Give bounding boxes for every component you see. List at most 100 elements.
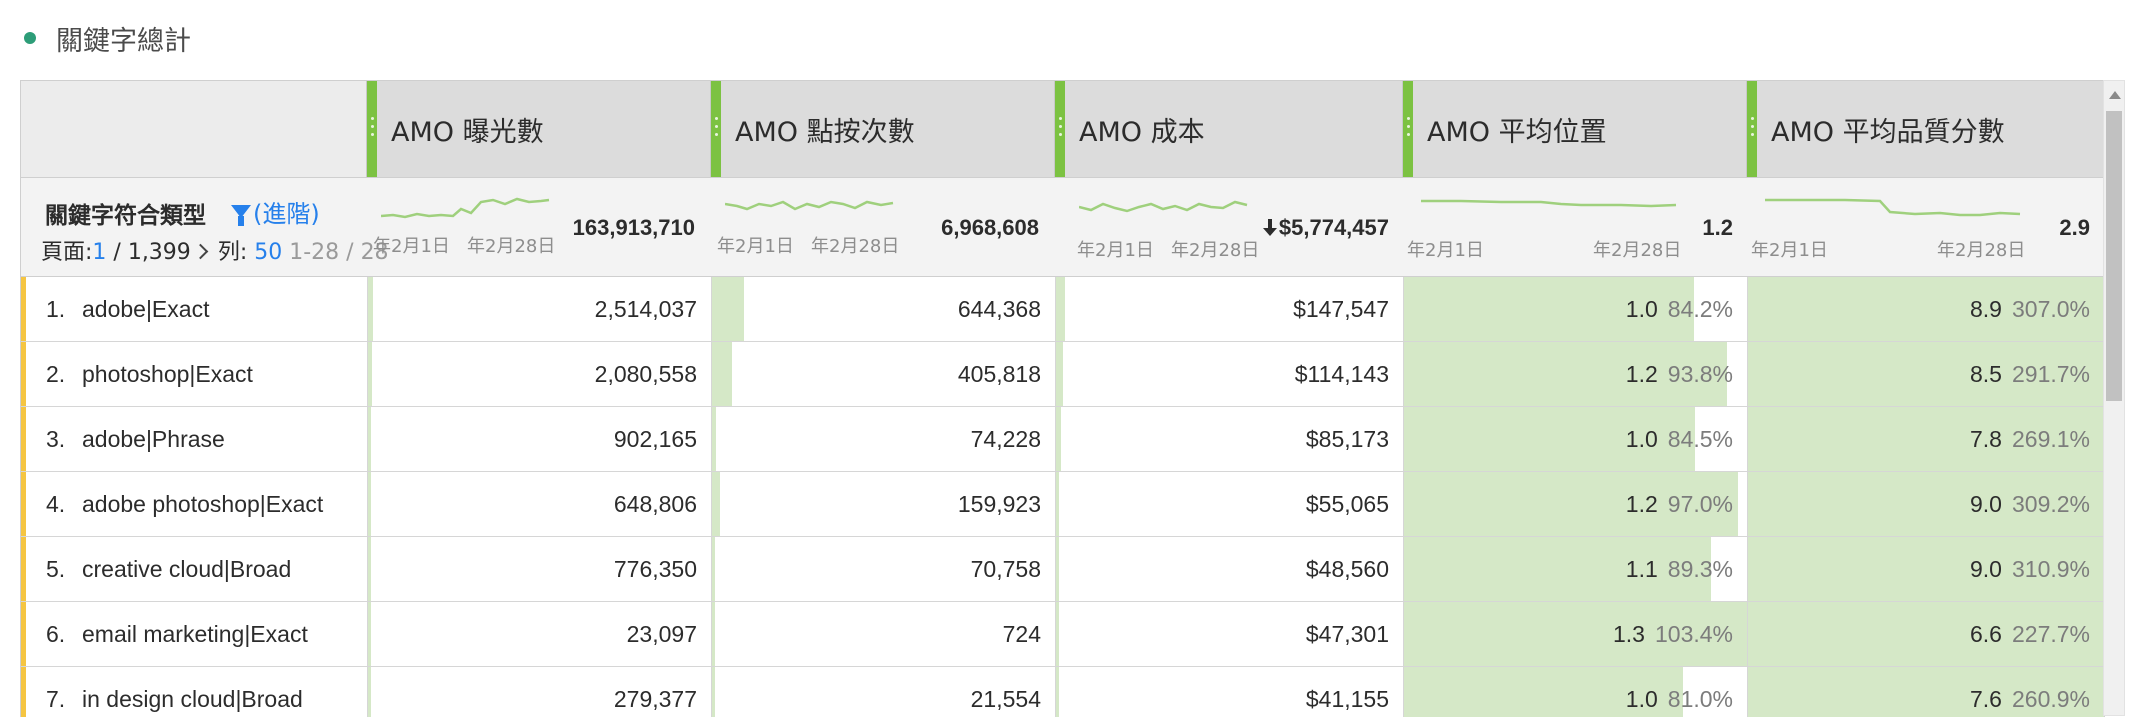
summary-cell-avg-quality: 年2月1日 年2月28日 2.9 xyxy=(1747,178,2104,278)
cell-avg-position[interactable]: 1.1 89.3% xyxy=(1403,537,1747,601)
cell-avg-position[interactable]: 1.2 97.0% xyxy=(1403,472,1747,536)
column-total: $5,774,457 xyxy=(1278,215,1389,240)
drag-handle-icon[interactable] xyxy=(1747,81,1757,177)
row-number: 1. xyxy=(46,295,66,322)
drag-handle-icon[interactable] xyxy=(711,81,721,177)
column-header-cost[interactable]: AMO 成本 xyxy=(1055,81,1403,177)
cell-impressions[interactable]: 776,350 xyxy=(367,537,711,601)
advanced-filter-link[interactable]: (進階) xyxy=(231,194,320,229)
cell-avg-quality[interactable]: 9.0 310.9% xyxy=(1747,537,2104,601)
drag-handle-icon[interactable] xyxy=(1403,81,1413,177)
column-header-avg-position[interactable]: AMO 平均位置 xyxy=(1403,81,1747,177)
cell-avg-quality[interactable]: 7.8 269.1% xyxy=(1747,407,2104,471)
value-bar xyxy=(1404,537,1711,601)
row-label[interactable]: 5. creative cloud|Broad xyxy=(46,537,291,601)
next-page-icon[interactable] xyxy=(192,243,209,260)
cell-value-wrap: 2,514,037 xyxy=(595,277,697,341)
value-bar xyxy=(1056,667,1059,717)
cell-value: $114,143 xyxy=(1294,360,1389,387)
cell-value: $48,560 xyxy=(1305,555,1389,582)
cell-value: 1.2 xyxy=(1625,360,1658,387)
table-row[interactable]: 2. photoshop|Exact 2,080,558 405,818 $114,14… xyxy=(21,342,2104,407)
column-header-avg-quality[interactable]: AMO 平均品質分數 xyxy=(1747,81,2104,177)
row-number: 3. xyxy=(46,425,66,452)
cell-value-wrap: 1.3 103.4% xyxy=(1613,602,1733,666)
cell-avg-quality[interactable]: 8.9 307.0% xyxy=(1747,277,2104,341)
cell-clicks[interactable]: 724 xyxy=(711,602,1055,666)
column-header-clicks[interactable]: AMO 點按次數 xyxy=(711,81,1055,177)
value-bar xyxy=(1748,472,2104,536)
cell-clicks[interactable]: 405,818 xyxy=(711,342,1055,406)
column-header-impressions[interactable]: AMO 曝光數 xyxy=(367,81,711,177)
drag-handle-icon[interactable] xyxy=(1055,81,1065,177)
cell-value: 8.9 xyxy=(1970,295,2002,322)
row-number: 6. xyxy=(46,620,66,647)
cell-impressions[interactable]: 23,097 xyxy=(367,602,711,666)
table-row[interactable]: 3. adobe|Phrase 902,165 74,228 $85,173 1.0 84.… xyxy=(21,407,2104,472)
row-label[interactable]: 7. in design cloud|Broad xyxy=(46,667,303,717)
cell-avg-quality[interactable]: 9.0 309.2% xyxy=(1747,472,2104,536)
cell-cost[interactable]: $85,173 xyxy=(1055,407,1403,471)
cell-value-wrap: 644,368 xyxy=(958,277,1041,341)
table-row[interactable]: 5. creative cloud|Broad 776,350 70,758 $48,5… xyxy=(21,537,2104,602)
cell-cost[interactable]: $47,301 xyxy=(1055,602,1403,666)
scrollbar-thumb[interactable] xyxy=(2106,111,2122,401)
row-label[interactable]: 6. email marketing|Exact xyxy=(46,602,308,666)
dimension-name[interactable]: 關鍵字符合類型 xyxy=(45,203,206,229)
cell-clicks[interactable]: 159,923 xyxy=(711,472,1055,536)
cell-cost[interactable]: $48,560 xyxy=(1055,537,1403,601)
cell-cost[interactable]: $55,065 xyxy=(1055,472,1403,536)
cell-clicks[interactable]: 644,368 xyxy=(711,277,1055,341)
cell-clicks[interactable]: 70,758 xyxy=(711,537,1055,601)
row-label[interactable]: 1. adobe|Exact xyxy=(46,277,209,341)
value-bar xyxy=(368,537,371,601)
freeform-table: AMO 曝光數 AMO 點按次數 AMO 成本 AMO 平均位置 AMO 平均品… xyxy=(20,80,2105,717)
column-total-sorted[interactable]: $5,774,457 xyxy=(1262,178,1389,278)
cell-cost[interactable]: $114,143 xyxy=(1055,342,1403,406)
cell-avg-position[interactable]: 1.0 84.2% xyxy=(1403,277,1747,341)
value-bar xyxy=(1748,342,2104,406)
cell-impressions[interactable]: 2,080,558 xyxy=(367,342,711,406)
rows-per-page-select[interactable]: 50 xyxy=(254,240,283,265)
cell-clicks[interactable]: 74,228 xyxy=(711,407,1055,471)
table-row[interactable]: 1. adobe|Exact 2,514,037 644,368 $147,547 1.0… xyxy=(21,277,2104,342)
cell-value: $147,547 xyxy=(1293,295,1389,322)
row-label[interactable]: 3. adobe|Phrase xyxy=(46,407,225,471)
cell-impressions[interactable]: 279,377 xyxy=(367,667,711,717)
page-current[interactable]: 1 xyxy=(92,240,107,265)
table-row[interactable]: 6. email marketing|Exact 23,097 724 $47,301 1… xyxy=(21,602,2104,667)
cell-impressions[interactable]: 902,165 xyxy=(367,407,711,471)
cell-value: 9.0 xyxy=(1970,490,2002,517)
column-header-label: AMO 點按次數 xyxy=(735,116,915,148)
cell-value: $47,301 xyxy=(1305,620,1389,647)
drag-handle-icon[interactable] xyxy=(367,81,377,177)
cell-avg-quality[interactable]: 8.5 291.7% xyxy=(1747,342,2104,406)
cell-cost[interactable]: $147,547 xyxy=(1055,277,1403,341)
value-bar xyxy=(368,602,371,666)
cell-clicks[interactable]: 21,554 xyxy=(711,667,1055,717)
cell-cost[interactable]: $41,155 xyxy=(1055,667,1403,717)
value-bar xyxy=(1748,537,2104,601)
cell-avg-position[interactable]: 1.3 103.4% xyxy=(1403,602,1748,666)
vertical-scrollbar[interactable] xyxy=(2103,80,2125,716)
cell-avg-position[interactable]: 1.0 81.0% xyxy=(1403,667,1747,717)
cell-avg-position[interactable]: 1.2 93.8% xyxy=(1403,342,1747,406)
value-bar xyxy=(1404,407,1695,471)
row-label[interactable]: 2. photoshop|Exact xyxy=(46,342,253,406)
cell-impressions[interactable]: 2,514,037 xyxy=(367,277,711,341)
cell-impressions[interactable]: 648,806 xyxy=(367,472,711,536)
column-total: 2.9 xyxy=(2059,215,2090,240)
table-row[interactable]: 4. adobe photoshop|Exact 648,806 159,923 $55… xyxy=(21,472,2104,537)
scroll-up-icon[interactable] xyxy=(2109,91,2121,99)
table-row[interactable]: 7. in design cloud|Broad 279,377 21,554 $41,… xyxy=(21,667,2104,717)
cell-value: 9.0 xyxy=(1970,555,2002,582)
cell-avg-quality[interactable]: 6.6 227.7% xyxy=(1747,602,2104,666)
row-label[interactable]: 4. adobe photoshop|Exact xyxy=(46,472,323,536)
cell-value-wrap: 1.0 84.5% xyxy=(1626,407,1733,471)
cell-avg-quality[interactable]: 7.6 260.9% xyxy=(1747,667,2104,717)
row-label-text: adobe|Phrase xyxy=(82,425,225,452)
summary-cell-avg-position: 年2月1日 年2月28日 1.2 xyxy=(1403,178,1747,278)
cell-value: 1.2 xyxy=(1625,490,1658,517)
dimension-header-cell xyxy=(21,81,367,177)
cell-avg-position[interactable]: 1.0 84.5% xyxy=(1403,407,1747,471)
